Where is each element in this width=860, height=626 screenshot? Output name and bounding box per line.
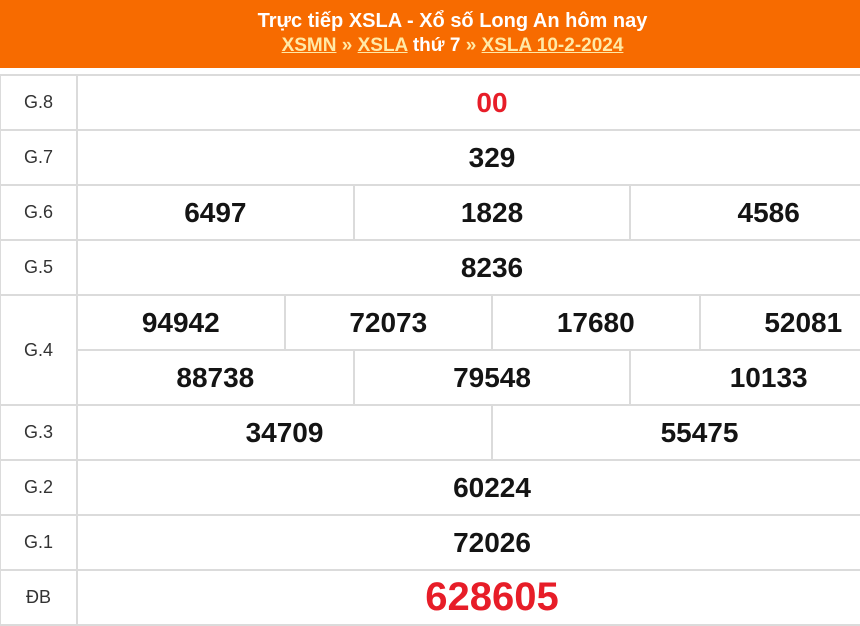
- prize-label-g2: G.2: [1, 461, 78, 514]
- breadcrumb-weekday: thứ 7: [412, 35, 461, 56]
- prize-number: 72073: [283, 296, 492, 349]
- breadcrumb: XSMN » XSLA thứ 7 » XSLA 10-2-2024: [0, 34, 860, 58]
- prize-label-db: ĐB: [1, 571, 78, 624]
- prize-label-g1: G.1: [1, 516, 78, 569]
- prize-values-g7: 329: [78, 131, 860, 184]
- prize-row-g4: G.4 94942 72073 17680 52081 88738 79548 …: [1, 296, 860, 406]
- prize-number: 72026: [453, 526, 531, 558]
- page-title: Trực tiếp XSLA - Xổ số Long An hôm nay: [257, 10, 648, 32]
- prize-row-g3: G.3 34709 55475: [1, 406, 860, 461]
- prize-number: 55475: [491, 406, 860, 459]
- prize-label-g8: G.8: [1, 76, 78, 129]
- prize-values-db: 628605: [78, 571, 860, 624]
- prize-label-g7: G.7: [1, 131, 78, 184]
- prize-number: 4586: [629, 186, 860, 239]
- prize-values-g1: 72026: [78, 516, 860, 569]
- prize-row-g6: G.6 6497 1828 4586: [1, 186, 860, 241]
- page-header: Trực tiếp XSLA - Xổ số Long An hôm nay X…: [0, 0, 860, 68]
- prize-row-g1: G.1 72026: [1, 516, 860, 571]
- prize-values-g5: 8236: [78, 241, 860, 294]
- prize-label-g6: G.6: [1, 186, 78, 239]
- prize-row-g7: G.7 329: [1, 131, 860, 186]
- prize-number: 6497: [184, 196, 247, 228]
- prize-row-g2: G.2 60224: [1, 461, 860, 516]
- prize-number: 10133: [629, 351, 860, 404]
- prize-values-g2: 60224: [78, 461, 860, 514]
- prize-number: 60224: [453, 471, 531, 503]
- prize-number: 8236: [460, 251, 524, 283]
- prize-number: 52081: [698, 296, 860, 349]
- prize-values-g4-line1: 94942 72073 17680 52081: [78, 296, 860, 351]
- prize-label-g3: G.3: [1, 406, 78, 459]
- breadcrumb-link-date[interactable]: XSLA 10-2-2024: [481, 35, 624, 56]
- breadcrumb-link-xsla[interactable]: XSLA: [357, 35, 408, 56]
- prize-number: 34709: [245, 416, 324, 448]
- prize-number: 17680: [491, 296, 699, 349]
- prize-label-g4: G.4: [1, 296, 78, 404]
- breadcrumb-link-xsmn[interactable]: XSMN: [281, 35, 337, 56]
- prize-values-g6: 6497 1828 4586: [78, 186, 860, 239]
- results-table: G.8 00 G.7 329 G.6 6497 1828 4586 G.5 82…: [0, 74, 860, 626]
- breadcrumb-separator-icon: »: [341, 35, 353, 56]
- prize-row-g8: G.8 00: [1, 76, 860, 131]
- prize-values-g3: 34709 55475: [78, 406, 860, 459]
- prize-row-g5: G.5 8236: [1, 241, 860, 296]
- prize-number: 79548: [352, 351, 630, 404]
- prize-values-g4: 94942 72073 17680 52081 88738 79548 1013…: [78, 296, 860, 404]
- prize-number: 94942: [141, 306, 220, 338]
- prize-number-jackpot: 628605: [425, 575, 559, 619]
- prize-number: 329: [468, 141, 516, 173]
- prize-values-g4-line2: 88738 79548 10133: [78, 351, 860, 404]
- prize-label-g5: G.5: [1, 241, 78, 294]
- prize-row-db: ĐB 628605: [1, 571, 860, 626]
- prize-number: 1828: [352, 186, 630, 239]
- prize-values-g8: 00: [78, 76, 860, 129]
- breadcrumb-separator-icon: »: [465, 35, 477, 56]
- prize-number: 00: [476, 86, 508, 118]
- prize-number: 88738: [176, 361, 255, 393]
